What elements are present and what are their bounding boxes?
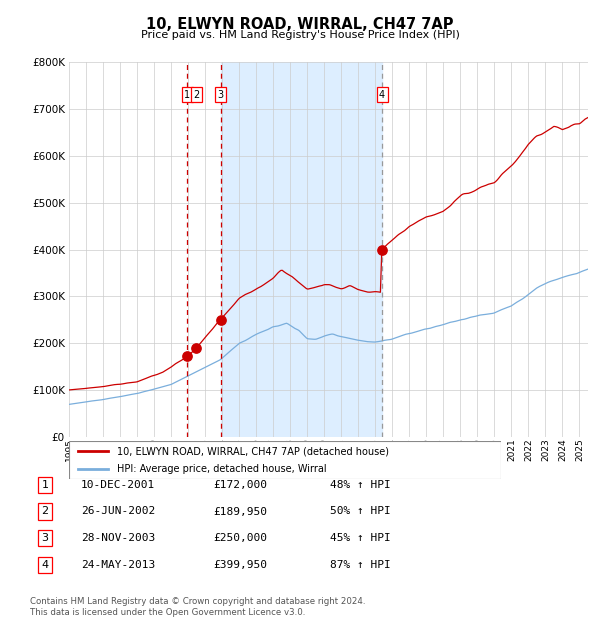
Text: 87% ↑ HPI: 87% ↑ HPI <box>330 560 391 570</box>
Text: 48% ↑ HPI: 48% ↑ HPI <box>330 480 391 490</box>
Point <box>182 352 192 361</box>
Text: 10-DEC-2001: 10-DEC-2001 <box>81 480 155 490</box>
Text: 3: 3 <box>218 90 224 100</box>
Text: 45% ↑ HPI: 45% ↑ HPI <box>330 533 391 543</box>
Text: 4: 4 <box>379 90 385 100</box>
Point <box>377 245 387 255</box>
Text: 3: 3 <box>41 533 49 543</box>
Text: 1: 1 <box>184 90 190 100</box>
Text: £172,000: £172,000 <box>213 480 267 490</box>
Point <box>191 343 201 353</box>
Text: £189,950: £189,950 <box>213 507 267 516</box>
Text: 26-JUN-2002: 26-JUN-2002 <box>81 507 155 516</box>
Text: Price paid vs. HM Land Registry's House Price Index (HPI): Price paid vs. HM Land Registry's House … <box>140 30 460 40</box>
Text: 1: 1 <box>41 480 49 490</box>
Text: £250,000: £250,000 <box>213 533 267 543</box>
Text: 10, ELWYN ROAD, WIRRAL, CH47 7AP: 10, ELWYN ROAD, WIRRAL, CH47 7AP <box>146 17 454 32</box>
Text: HPI: Average price, detached house, Wirral: HPI: Average price, detached house, Wirr… <box>116 464 326 474</box>
Text: 2: 2 <box>193 90 200 100</box>
Bar <box>221 62 382 437</box>
Text: 50% ↑ HPI: 50% ↑ HPI <box>330 507 391 516</box>
Text: 2: 2 <box>41 507 49 516</box>
Text: 4: 4 <box>41 560 49 570</box>
Text: 28-NOV-2003: 28-NOV-2003 <box>81 533 155 543</box>
Point <box>216 315 226 325</box>
Text: Contains HM Land Registry data © Crown copyright and database right 2024.
This d: Contains HM Land Registry data © Crown c… <box>30 598 365 617</box>
Text: 24-MAY-2013: 24-MAY-2013 <box>81 560 155 570</box>
Text: 10, ELWYN ROAD, WIRRAL, CH47 7AP (detached house): 10, ELWYN ROAD, WIRRAL, CH47 7AP (detach… <box>116 446 389 456</box>
Text: £399,950: £399,950 <box>213 560 267 570</box>
FancyBboxPatch shape <box>69 441 501 479</box>
